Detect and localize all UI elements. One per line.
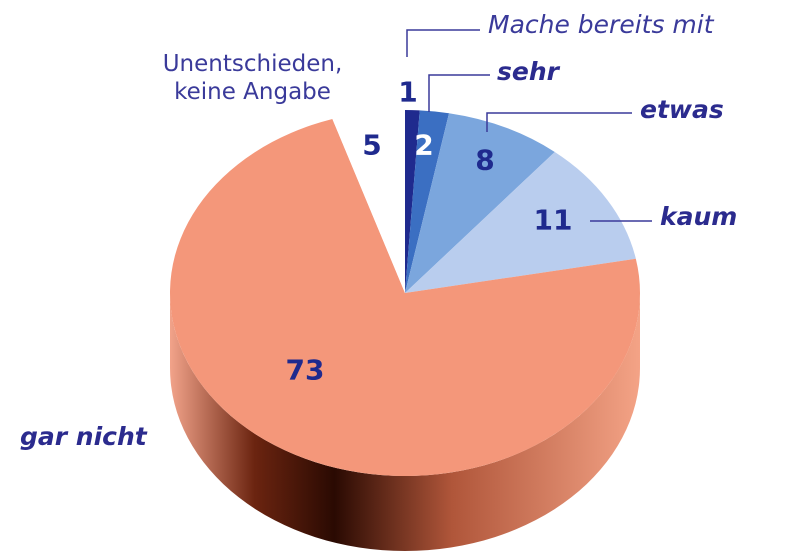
data-label: 11: [533, 203, 573, 237]
leader-line: [406, 29, 480, 57]
category-label: kaum: [660, 202, 738, 231]
data-label: 5: [362, 128, 382, 162]
leader-line: [486, 112, 632, 132]
data-label: 73: [285, 353, 325, 387]
category-label: sehr: [497, 57, 559, 86]
pie-side: [170, 293, 640, 551]
pie-slice: [332, 110, 405, 293]
category-label: Unentschieden, keine Angabe: [162, 51, 343, 105]
data-label: 8: [475, 143, 495, 177]
pie-slice: [170, 118, 640, 476]
data-label: 1: [398, 75, 418, 109]
leader-line: [428, 74, 490, 112]
category-label: Mache bereits mit: [488, 10, 714, 39]
pie-slice: [405, 110, 420, 293]
data-label: 2: [414, 128, 434, 162]
category-label: gar nicht: [20, 422, 147, 451]
category-label: etwas: [640, 95, 724, 124]
pie-slice: [405, 110, 450, 293]
pie-slice: [405, 151, 636, 293]
pie-slice: [405, 113, 555, 294]
